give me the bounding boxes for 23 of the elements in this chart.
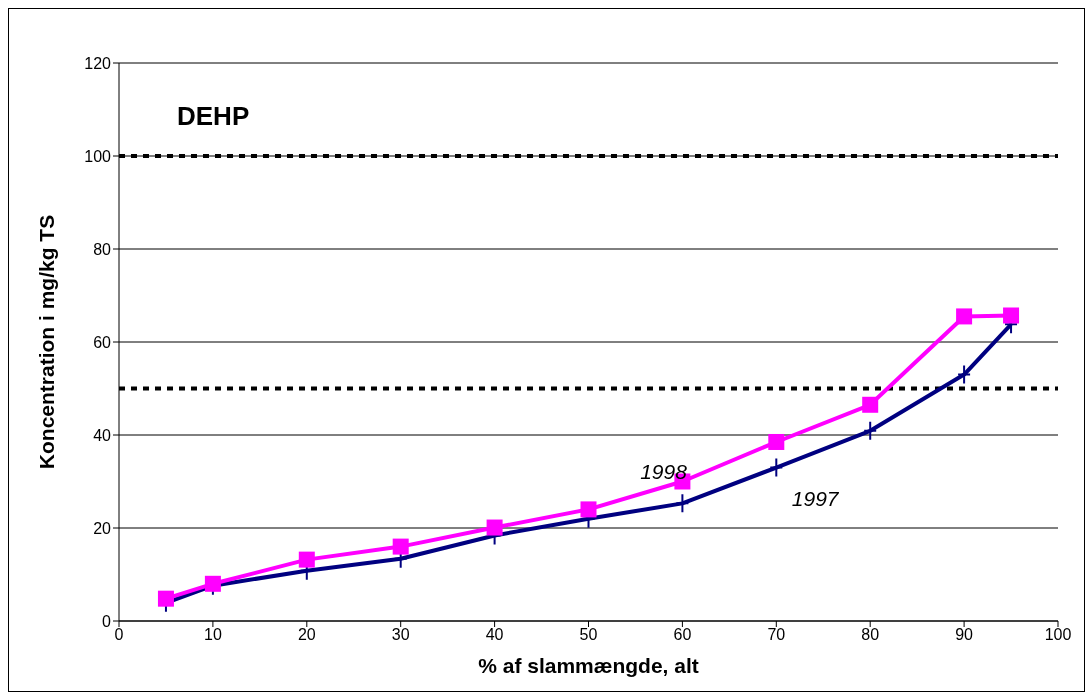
y-tick-label: 80: [93, 240, 112, 258]
y-tick-label: 20: [93, 519, 112, 537]
y-tick-label: 120: [84, 54, 112, 72]
x-tick-label: 40: [485, 626, 504, 644]
series-label: 1998: [640, 460, 688, 484]
y-axis-title: Koncentration i mg/kg TS: [35, 214, 59, 470]
y-tick-label: 0: [102, 612, 112, 630]
x-axis-title: % af slammængde, alt: [478, 654, 699, 677]
y-tick-label: 40: [93, 426, 112, 444]
x-tick-label: 50: [579, 626, 598, 644]
x-tick-label: 30: [391, 626, 410, 644]
x-tick-label: 100: [1044, 626, 1072, 644]
x-tick-label: 10: [204, 626, 222, 644]
text: DEHP: [177, 101, 250, 132]
y-tick-label: 60: [93, 333, 112, 351]
x-tick-label: 90: [955, 626, 974, 644]
y-tick-label: 100: [84, 147, 112, 165]
x-tick-label: 20: [297, 626, 316, 644]
x-tick-label: 60: [673, 626, 692, 644]
x-tick-label: 80: [861, 626, 880, 644]
x-tick-label: 70: [767, 626, 786, 644]
series-label: 1997: [791, 486, 840, 510]
x-tick-label: 0: [114, 626, 124, 644]
